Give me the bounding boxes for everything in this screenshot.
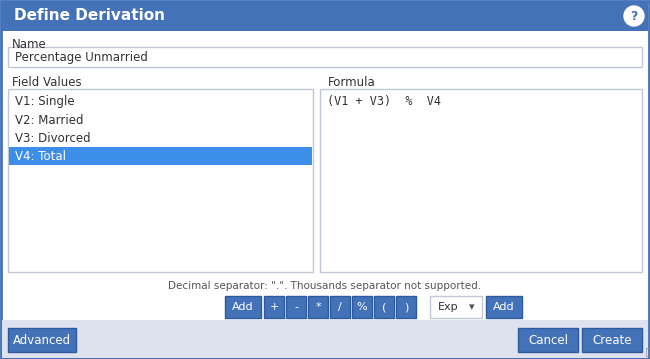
Bar <box>2 320 648 358</box>
Bar <box>320 89 642 272</box>
Bar <box>330 296 350 318</box>
Bar <box>308 296 328 318</box>
Bar <box>582 328 642 352</box>
Text: Percentage Unmarried: Percentage Unmarried <box>15 51 148 64</box>
Text: (: ( <box>382 302 386 312</box>
Bar <box>264 296 284 318</box>
Text: *: * <box>315 302 321 312</box>
Text: Decimal separator: ".". Thousands separator not supported.: Decimal separator: ".". Thousands separa… <box>168 281 482 291</box>
Text: V1: Single: V1: Single <box>15 95 75 108</box>
Bar <box>9 147 312 165</box>
Bar <box>286 296 306 318</box>
Text: Define Derivation: Define Derivation <box>14 9 165 23</box>
Text: /: / <box>338 302 342 312</box>
Text: Add: Add <box>493 302 515 312</box>
Text: Formula: Formula <box>328 76 376 89</box>
Text: V4: Total: V4: Total <box>15 149 66 163</box>
Text: Create: Create <box>592 334 632 346</box>
Text: ⤷: ⤷ <box>646 346 650 356</box>
Bar <box>518 328 578 352</box>
Circle shape <box>624 6 644 26</box>
Bar <box>374 296 394 318</box>
Bar <box>2 1 648 31</box>
Text: %: % <box>357 302 367 312</box>
Text: ?: ? <box>630 9 638 23</box>
Text: Add: Add <box>232 302 254 312</box>
Bar <box>430 296 482 318</box>
Bar <box>352 296 372 318</box>
Bar <box>8 328 76 352</box>
Bar <box>396 296 416 318</box>
Text: +: + <box>269 302 279 312</box>
Bar <box>225 296 261 318</box>
Bar <box>486 296 522 318</box>
Text: Cancel: Cancel <box>528 334 568 346</box>
Text: -: - <box>294 302 298 312</box>
Text: Field Values: Field Values <box>12 76 82 89</box>
Bar <box>8 89 313 272</box>
Text: ): ) <box>404 302 408 312</box>
Text: Advanced: Advanced <box>13 334 71 346</box>
Text: ▾: ▾ <box>469 302 474 312</box>
Text: V3: Divorced: V3: Divorced <box>15 131 90 145</box>
Bar <box>8 47 642 67</box>
Text: Name: Name <box>12 38 47 51</box>
Text: (V1 + V3)  %  V4: (V1 + V3) % V4 <box>327 94 441 107</box>
Text: Exp: Exp <box>438 302 459 312</box>
Text: V2: Married: V2: Married <box>15 113 83 126</box>
